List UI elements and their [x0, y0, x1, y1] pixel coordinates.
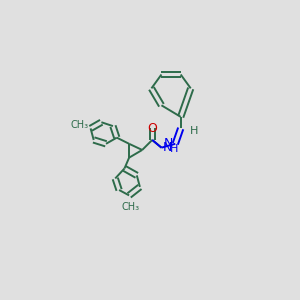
Text: CH₃: CH₃ [122, 202, 140, 212]
Text: N: N [163, 141, 172, 154]
Text: CH₃: CH₃ [71, 120, 89, 130]
Text: N: N [164, 137, 173, 150]
Text: O: O [147, 122, 157, 135]
Text: H: H [170, 144, 178, 154]
Text: H: H [190, 126, 198, 136]
